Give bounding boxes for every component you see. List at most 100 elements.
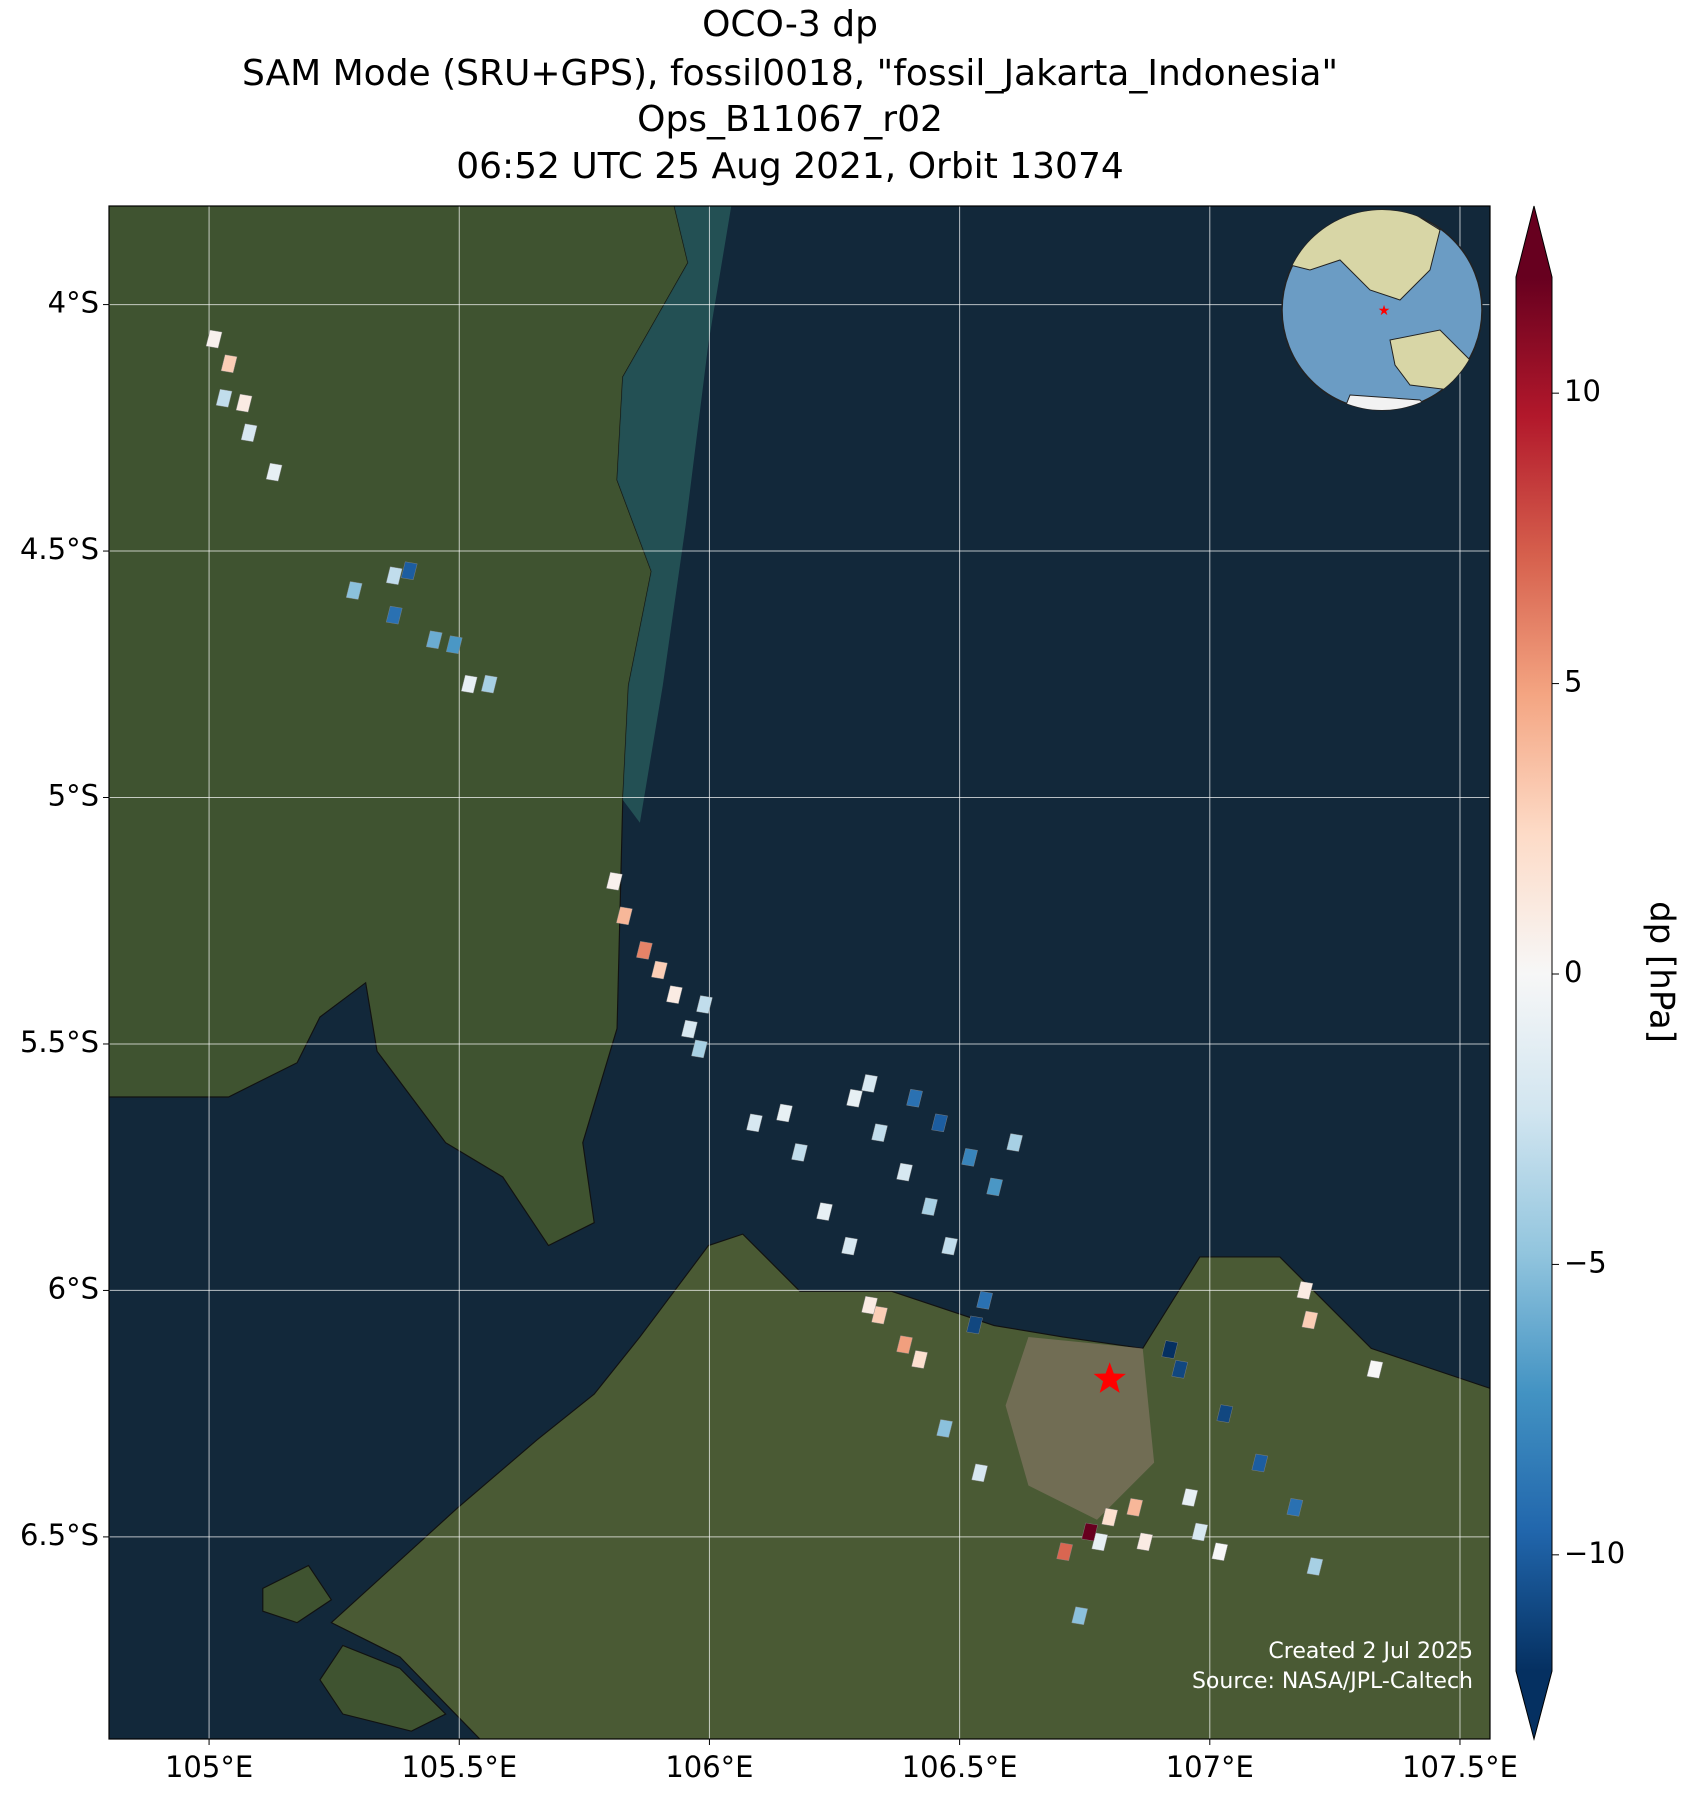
jakarta-urban xyxy=(1005,1336,1155,1520)
sounding xyxy=(846,1088,863,1108)
sounding xyxy=(1136,1532,1153,1552)
y-tick-label: 5°S xyxy=(48,779,99,813)
basemap xyxy=(109,206,1490,1739)
sounding xyxy=(976,1291,993,1310)
sounding xyxy=(606,872,623,891)
colorbar: −10 −5 0 5 10 xyxy=(1515,205,1625,1741)
sounding xyxy=(696,995,713,1014)
sounding xyxy=(1306,1557,1324,1576)
sounding xyxy=(911,1350,928,1369)
grid xyxy=(109,206,1490,1739)
sounding xyxy=(1101,1507,1118,1527)
sounding xyxy=(446,635,463,654)
sounding xyxy=(1211,1542,1229,1561)
sounding xyxy=(691,1039,708,1059)
target-site xyxy=(1093,1362,1126,1393)
x-tick-label: 107.5°E xyxy=(1402,1750,1518,1784)
sounding xyxy=(921,1197,938,1216)
sounding xyxy=(906,1088,923,1108)
y-tick-label: 4.5°S xyxy=(20,532,99,566)
sounding xyxy=(481,674,498,694)
sounding xyxy=(966,1315,983,1335)
map-frame xyxy=(108,205,1491,1740)
colorbar-extend-max xyxy=(1516,206,1552,277)
sounding xyxy=(1081,1522,1098,1542)
sounding xyxy=(666,985,683,1004)
sounding xyxy=(936,1419,953,1438)
sounding xyxy=(1191,1522,1209,1542)
x-tick-label: 106.5°E xyxy=(902,1750,1018,1784)
colorbar-tick-label: 0 xyxy=(1564,955,1582,989)
sounding xyxy=(896,1162,913,1182)
sounding xyxy=(861,1074,878,1093)
island xyxy=(319,1644,447,1732)
sounding xyxy=(1251,1453,1269,1473)
colorbar-tick-label: −5 xyxy=(1564,1245,1607,1279)
sounding xyxy=(986,1177,1003,1197)
sounding xyxy=(1171,1360,1189,1379)
y-tick-label: 6°S xyxy=(48,1271,99,1305)
sounding xyxy=(1006,1133,1023,1152)
colorbar-label: dp [hPa] xyxy=(1642,901,1682,1043)
y-tick-label: 4°S xyxy=(48,286,99,320)
sounding xyxy=(240,423,258,442)
credit: Source: NASA/JPL-Caltech xyxy=(1192,1669,1473,1694)
title-line: Ops_B11067_r02 xyxy=(637,99,943,140)
sounding xyxy=(1286,1498,1304,1517)
sounding xyxy=(1366,1360,1384,1379)
inset-globe: ★ xyxy=(1281,209,1483,411)
sounding xyxy=(1301,1310,1319,1330)
sounding xyxy=(961,1148,978,1167)
credit: Created 2 Jul 2025 xyxy=(1268,1639,1473,1664)
globe-asia xyxy=(1289,210,1441,301)
sounding xyxy=(235,393,253,413)
sounding xyxy=(861,1296,878,1315)
colorbar-tick-label: 10 xyxy=(1564,374,1601,408)
x-tick-label: 106°E xyxy=(665,1750,753,1784)
colorbar-tick-label: −10 xyxy=(1564,1536,1625,1570)
soundings xyxy=(205,329,1384,1625)
java xyxy=(330,1233,1490,1739)
x-tick-label: 107°E xyxy=(1166,1750,1254,1784)
sounding xyxy=(385,605,403,625)
y-tick-label: 6.5°S xyxy=(20,1518,99,1552)
sumatra-coast xyxy=(617,206,732,823)
sounding xyxy=(941,1236,958,1256)
sounding xyxy=(1161,1340,1179,1359)
sounding xyxy=(681,1019,698,1039)
sounding xyxy=(461,674,478,694)
x-tick-label: 105°E xyxy=(165,1750,253,1784)
sounding xyxy=(971,1463,988,1483)
sounding xyxy=(636,941,653,960)
sounding xyxy=(1091,1532,1108,1552)
sounding xyxy=(871,1123,888,1142)
x-tick-label: 105.5°E xyxy=(401,1750,517,1784)
sumatra xyxy=(109,206,689,1247)
sounding xyxy=(265,462,283,482)
sounding xyxy=(385,566,403,585)
sounding xyxy=(215,389,233,408)
colorbar-tick-label: 5 xyxy=(1564,665,1582,699)
sounding xyxy=(400,561,418,580)
sounding xyxy=(205,329,223,349)
globe-antarctica xyxy=(1339,394,1442,410)
sounding xyxy=(896,1335,913,1354)
sounding xyxy=(871,1305,888,1325)
colorbar-frame xyxy=(1515,205,1553,1741)
globe-target: ★ xyxy=(1378,303,1391,319)
colorbar-extend-min xyxy=(1516,1671,1552,1739)
island xyxy=(262,1564,333,1624)
sounding xyxy=(1296,1281,1314,1300)
y-tick-label: 5.5°S xyxy=(20,1025,99,1059)
sounding xyxy=(791,1143,808,1162)
title-line: OCO-3 dp xyxy=(702,4,878,45)
sounding xyxy=(1056,1542,1073,1561)
sounding xyxy=(1126,1498,1143,1517)
title-line: SAM Mode (SRU+GPS), fossil0018, "fossil_… xyxy=(242,53,1338,94)
sounding xyxy=(931,1113,948,1133)
sounding xyxy=(220,354,238,373)
sounding xyxy=(651,960,668,980)
sounding xyxy=(746,1113,763,1133)
sounding xyxy=(345,581,363,600)
